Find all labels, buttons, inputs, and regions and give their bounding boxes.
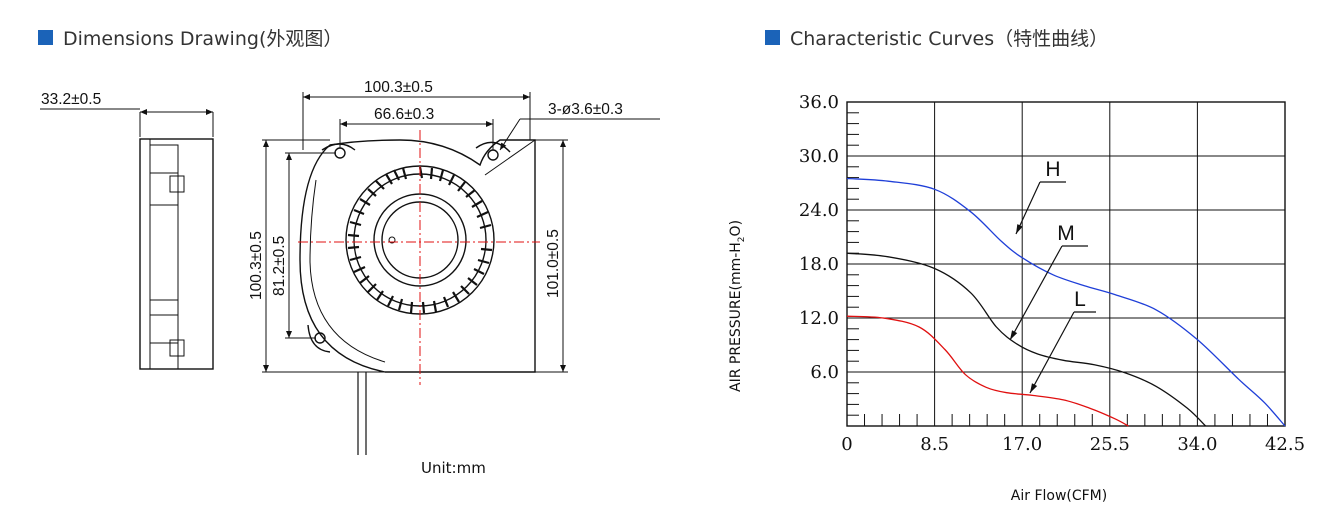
x-tick-label: 8.5 [920,434,949,455]
series-line-l [846,315,1129,427]
unit-label: Unit:mm [421,459,486,477]
chart-x-ticks: 0 8.5 17.0 25.5 34.0 42.5 [841,434,1305,455]
hole-spacing-h-label: 66.6±0.3 [374,106,434,123]
x-axis-title: Air Flow(CFM) [1011,488,1107,504]
x-tick-label: 42.5 [1265,434,1305,455]
y-tick-label: 18.0 [799,254,839,275]
callout-leader [1015,181,1041,235]
series-label-m: M [1057,222,1075,245]
y-tick-label: 36.0 [799,92,839,113]
fan-front-view [299,139,536,455]
x-tick-label: 0 [841,434,852,455]
callout-leader [1009,245,1063,341]
center-lines [298,130,540,385]
dimensions-drawing: 33.2±0.5 [40,79,660,477]
holes-label: 3-ø3.6±0.3 [548,101,623,118]
height-left-label: 100.3±0.5 [248,231,265,300]
callout-arrowhead [1016,224,1023,234]
dimensions-title: Dimensions Drawing(外观图） [38,24,342,51]
chart-grid [846,101,1286,427]
chart-series [846,177,1286,427]
fan-side-view [40,108,214,370]
series-line-m [846,252,1207,427]
square-bullet-icon [765,30,780,45]
curves-title-text: Characteristic Curves（特性曲线） [790,28,1109,50]
y-tick-label: 30.0 [799,146,839,167]
series-label-l: L [1074,288,1086,311]
callout-arrowhead [1010,330,1018,340]
callout-arrowhead [1030,383,1038,393]
thickness-label: 33.2±0.5 [41,91,101,108]
y-tick-label: 12.0 [799,308,839,329]
hole-spacing-v-label: 81.2±0.5 [271,236,288,296]
height-right-label: 101.0±0.5 [545,229,562,298]
chart-y-ticks: 6.0 12.0 18.0 24.0 30.0 36.0 [799,92,839,383]
y-tick-label: 6.0 [810,362,839,383]
square-bullet-icon [38,30,53,45]
chart-series-labels: H M L [1009,158,1096,394]
y-axis-title: AIR PRESSURE(mm-H2O) [728,220,747,392]
dimensions-title-text: Dimensions Drawing(外观图） [63,28,343,50]
y-tick-label: 24.0 [799,200,839,221]
series-label-h: H [1045,158,1060,181]
width-label: 100.3±0.5 [364,79,433,96]
callout-leader [1029,311,1075,394]
x-tick-label: 17.0 [1002,434,1042,455]
chart-minor-ticks [847,112,1268,426]
series-line-h [846,177,1286,427]
x-tick-label: 25.5 [1090,434,1130,455]
curves-title: Characteristic Curves（特性曲线） [765,24,1108,51]
dimension-lines [262,92,660,373]
x-tick-label: 34.0 [1177,434,1217,455]
plot-frame [846,101,1286,427]
